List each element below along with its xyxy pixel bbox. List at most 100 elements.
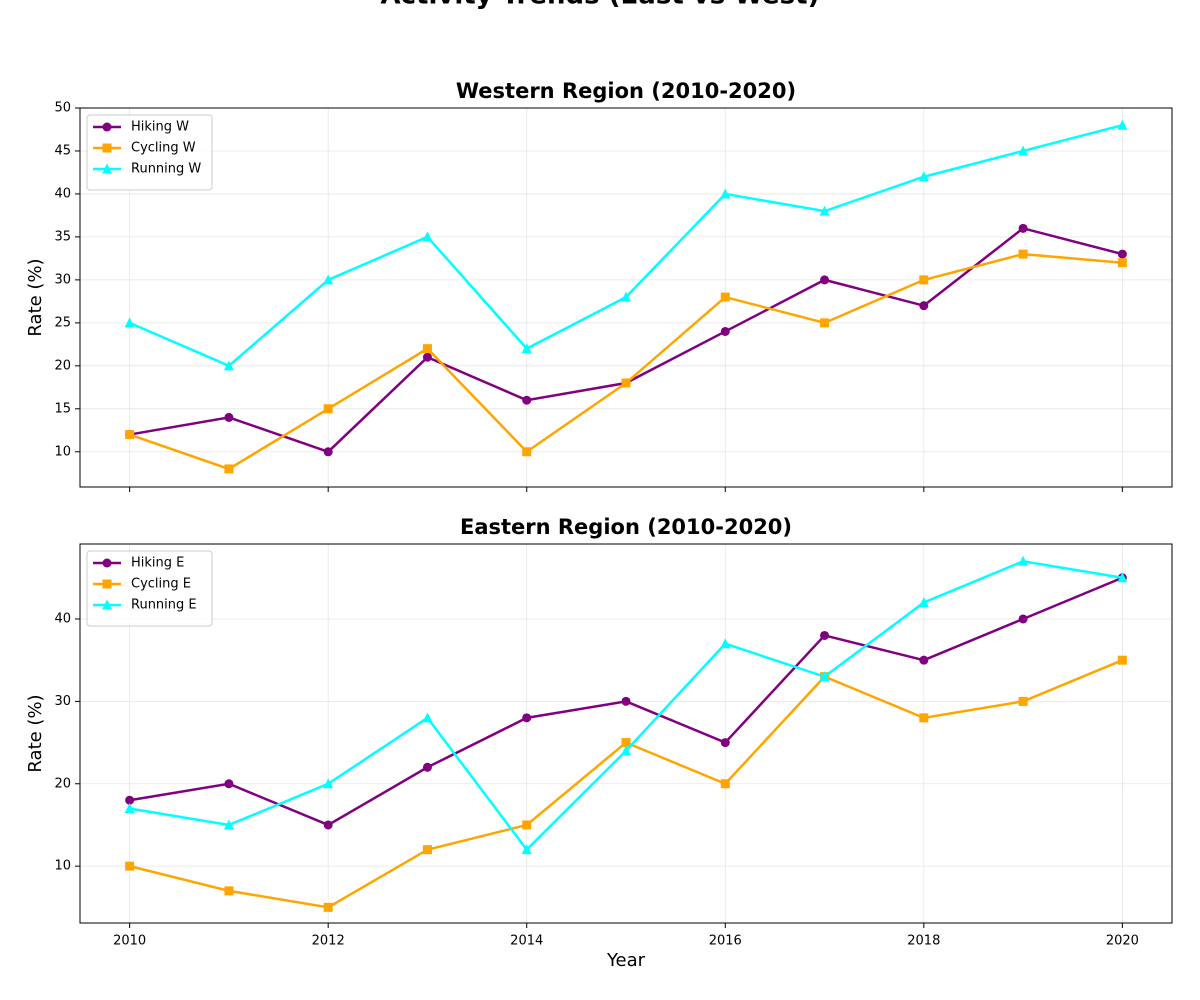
marker	[1018, 555, 1029, 566]
marker	[918, 596, 929, 607]
marker	[522, 447, 532, 457]
marker	[820, 318, 830, 328]
marker	[919, 713, 929, 723]
marker	[422, 352, 432, 362]
marker	[720, 292, 730, 302]
marker	[720, 188, 731, 199]
marker	[102, 143, 112, 153]
marker	[102, 579, 112, 589]
series-line	[129, 252, 1123, 471]
marker	[422, 344, 432, 354]
marker	[323, 274, 334, 285]
subplot-title: Eastern Region (2010-2020)	[460, 515, 792, 539]
marker	[621, 696, 631, 706]
figure-title: Activity Trends (East vs West)	[381, 0, 820, 11]
marker	[224, 779, 234, 789]
marker	[124, 802, 135, 813]
marker	[1117, 249, 1127, 259]
y-tick-label: 45	[54, 143, 71, 158]
y-tick-label: 30	[54, 272, 71, 287]
x-tick-label: 2016	[709, 934, 742, 949]
legend-label: Running W	[131, 162, 201, 177]
marker	[422, 762, 432, 772]
marker	[102, 558, 112, 568]
marker	[422, 845, 432, 855]
marker	[820, 275, 830, 285]
marker	[224, 886, 234, 896]
x-tick-label: 2018	[907, 934, 940, 949]
marker	[522, 713, 532, 723]
marker	[1018, 145, 1029, 156]
marker	[102, 163, 112, 174]
marker	[223, 360, 234, 371]
marker	[621, 291, 631, 302]
x-tick-label: 2010	[113, 934, 146, 949]
legend-frame	[86, 114, 213, 191]
y-tick-label: 25	[54, 315, 71, 330]
y-tick-label: 35	[54, 229, 71, 244]
marker	[124, 317, 135, 328]
legend-label: Hiking E	[131, 556, 184, 571]
marker	[720, 779, 730, 789]
marker	[521, 844, 532, 855]
y-tick-label: 40	[54, 611, 71, 626]
marker	[1117, 572, 1128, 583]
legend-label: Running E	[131, 598, 197, 613]
subplot-title: Western Region (2010-2020)	[456, 79, 796, 103]
subplot: Eastern Region (2010-2020) 10 20 30 40 2010 20…	[25, 515, 1173, 971]
marker	[621, 745, 631, 756]
marker	[1018, 696, 1028, 706]
marker	[720, 638, 731, 649]
marker	[102, 599, 112, 610]
marker	[1018, 223, 1028, 233]
marker	[223, 819, 234, 830]
legend-frame	[86, 550, 213, 627]
marker	[125, 795, 135, 805]
marker	[720, 326, 730, 336]
axes-frame	[79, 543, 1173, 924]
marker	[323, 902, 333, 912]
marker	[224, 412, 234, 422]
y-tick-label: 10	[54, 444, 71, 459]
y-tick-label: 20	[54, 358, 71, 373]
series-line	[129, 226, 1123, 454]
marker	[1018, 614, 1028, 624]
legend-label: Cycling W	[131, 141, 196, 156]
x-tick-label: 2014	[510, 934, 543, 949]
marker	[720, 738, 730, 748]
y-tick-label: 15	[54, 401, 71, 416]
marker	[224, 464, 234, 474]
marker	[522, 820, 532, 830]
marker	[919, 655, 929, 665]
marker	[102, 122, 112, 132]
marker	[819, 205, 830, 216]
marker	[323, 778, 334, 789]
x-axis-label: Year	[606, 950, 646, 971]
marker	[521, 343, 532, 354]
marker	[621, 378, 631, 388]
y-tick-label: 50	[54, 101, 71, 116]
marker	[422, 231, 433, 242]
y-axis-label: Rate (%)	[25, 694, 46, 772]
subplot: Western Region (2010-2020) 10 15 20 25 30 35 40…	[25, 79, 1173, 492]
y-tick-label: 10	[54, 859, 71, 874]
marker	[1117, 258, 1127, 268]
marker	[820, 630, 830, 640]
marker	[621, 738, 631, 748]
series-line	[129, 123, 1123, 368]
marker	[919, 301, 929, 311]
marker	[323, 404, 333, 414]
marker	[323, 820, 333, 830]
marker	[1117, 655, 1127, 665]
legend: Hiking E Cycling E Running E	[86, 550, 213, 627]
x-tick-label: 2012	[312, 934, 345, 949]
marker	[422, 712, 433, 723]
legend-label: Cycling E	[131, 577, 191, 592]
legend-label: Hiking W	[131, 120, 189, 135]
y-tick-label: 30	[54, 694, 71, 709]
marker	[1117, 119, 1128, 130]
marker	[125, 861, 135, 871]
y-tick-label: 20	[54, 776, 71, 791]
legend: Hiking W Cycling W Running W	[86, 114, 213, 191]
